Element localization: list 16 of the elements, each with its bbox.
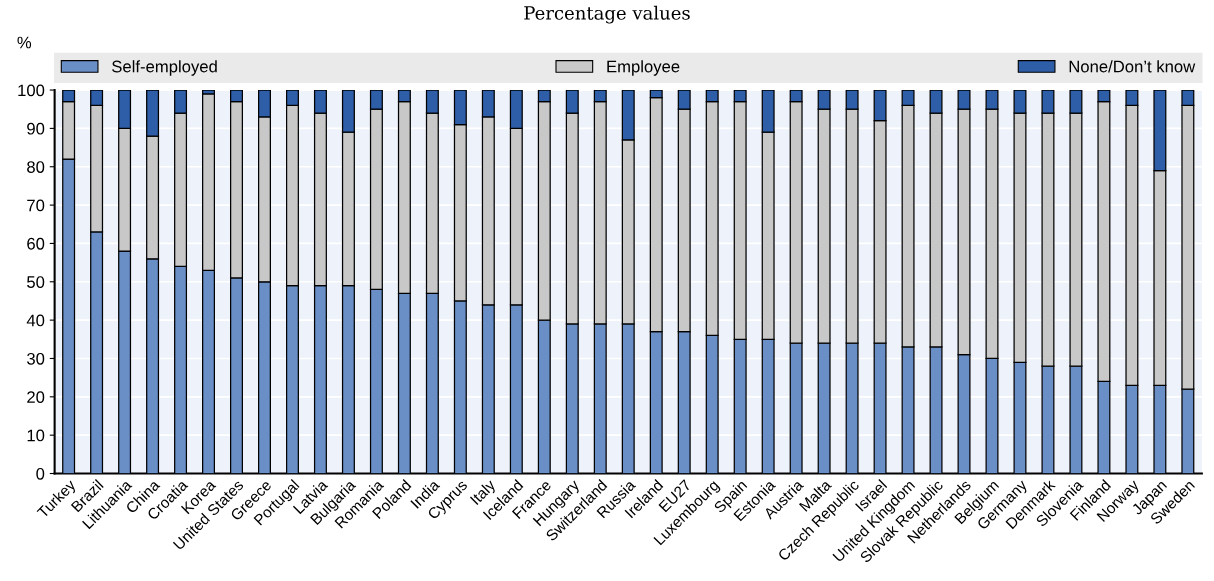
y-tick-label: 60 <box>27 237 45 250</box>
legend-label: None/Don’t know <box>1069 60 1196 73</box>
y-tick-label: 0 <box>36 467 45 480</box>
chart-subtitle: Percentage values <box>524 5 690 24</box>
y-tick-label: 40 <box>26 314 45 327</box>
legend-label: Employee <box>607 60 680 76</box>
y-tick-label: 10 <box>27 429 45 442</box>
legend-label: Self-employed <box>112 60 217 76</box>
y-tick-label: 80 <box>27 161 45 173</box>
y-tick-label: 70 <box>27 199 45 212</box>
y-tick-label: 30 <box>27 352 45 365</box>
y-tick-label: 90 <box>27 122 45 135</box>
y-tick-label: 50 <box>27 276 45 288</box>
y-tick-label: 100 <box>18 84 45 97</box>
y-tick-label: 20 <box>27 391 45 404</box>
y-axis-title: % <box>17 36 32 49</box>
